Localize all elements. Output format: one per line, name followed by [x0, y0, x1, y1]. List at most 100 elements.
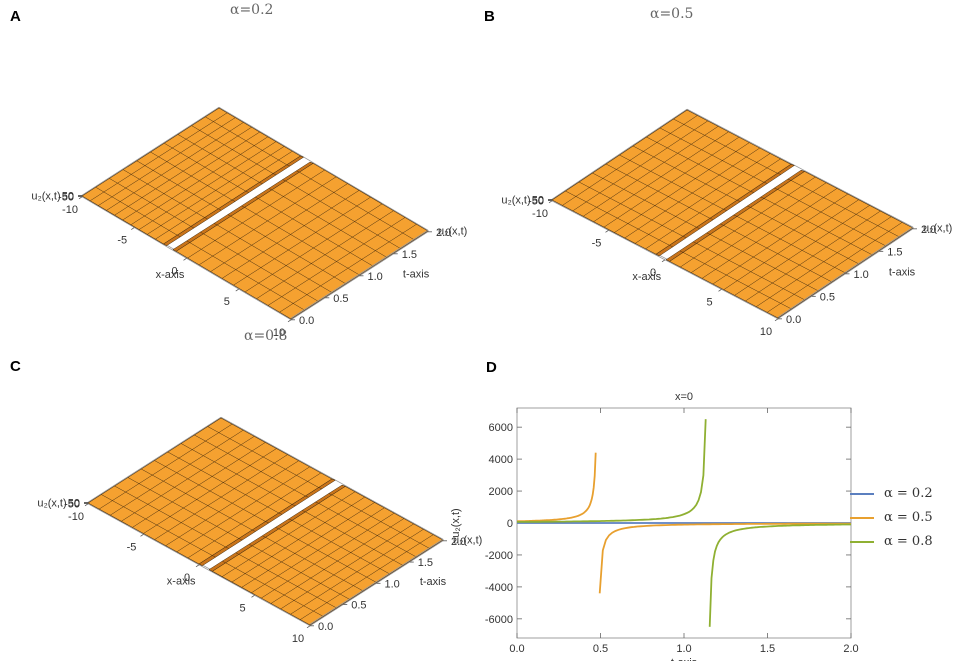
mesh-line	[305, 511, 404, 566]
z-tick-label: 50	[532, 194, 544, 206]
mesh-line	[172, 249, 177, 252]
mesh-line	[565, 190, 670, 246]
t-tick-label: 0.0	[786, 314, 801, 326]
mesh-line	[278, 512, 283, 515]
t-tick-label: 0.5	[333, 293, 348, 305]
mesh-line	[706, 232, 711, 235]
t-tick-label: 1.5	[402, 249, 417, 261]
mesh-line	[605, 163, 711, 219]
t-tick-label: 2.0	[436, 227, 451, 239]
mesh-line	[696, 227, 700, 230]
y-tick-label: 0	[507, 518, 513, 530]
x-tick-label: -5	[592, 237, 602, 249]
z-axis-label: u₂(x,t)	[501, 195, 530, 207]
mesh-line	[747, 205, 751, 208]
z-tick-label: -50	[528, 196, 544, 208]
mesh-line	[282, 179, 286, 182]
mesh-line	[328, 493, 333, 496]
x-tick-label: 5	[706, 296, 712, 308]
box-edge	[309, 538, 444, 625]
mesh-line	[238, 538, 243, 541]
t-tick-label: 0.5	[351, 600, 366, 612]
t-tick-label: 0.0	[318, 621, 333, 633]
panel-letter: B	[484, 8, 495, 25]
t-tick-label: 1.0	[368, 271, 383, 283]
mesh-line	[109, 178, 192, 227]
t-tick-label: 2.0	[921, 224, 936, 236]
z-tick-label: -50	[64, 499, 80, 511]
mesh-line	[331, 478, 336, 481]
tick-mark	[131, 227, 135, 230]
mesh-line	[150, 151, 233, 201]
mesh-line	[296, 170, 300, 173]
mesh-line	[217, 224, 333, 293]
mesh-line	[736, 200, 741, 202]
mesh-line	[309, 161, 314, 164]
mesh-line	[801, 169, 805, 172]
series-line	[517, 419, 707, 523]
t-tick-label: 1.5	[418, 557, 433, 569]
z-axis-label: u₂(x,t)	[31, 191, 60, 203]
box-edge	[81, 106, 220, 196]
mesh-line	[750, 191, 754, 193]
mesh-line	[203, 233, 319, 302]
tick-mark	[195, 564, 200, 568]
panel-title: α=0.8	[244, 328, 288, 344]
panel-c: C α=0.8 -10 -5 0 5 10 0.0 0.5 1.0 1.5 2.0 50 0 -50 x-…	[0, 320, 482, 661]
t-tick-label: 1.0	[385, 578, 400, 590]
mesh-line	[318, 487, 323, 490]
panel-letter: A	[10, 8, 21, 25]
mesh-line	[723, 225, 833, 283]
y-tick-label: -4000	[485, 582, 513, 594]
t-tick-label: 1.0	[854, 269, 869, 281]
x-tick-label: 0.0	[509, 643, 524, 655]
mesh-line	[592, 172, 697, 228]
panel-d: D x=0 0.0 0.5 1.0 1.5 2.0 6000 4000 2000 0 -2000 -4…	[440, 355, 957, 661]
y-axis-label: u₂(x,t)	[450, 508, 462, 537]
mesh-line	[225, 546, 230, 549]
series-line	[516, 452, 597, 523]
y-tick-label: 6000	[489, 422, 513, 434]
x-axis-label: x-axis	[632, 271, 661, 283]
legend-item: α = 0.8	[850, 532, 957, 554]
mesh-line	[114, 485, 226, 548]
box-edge	[87, 416, 222, 503]
tick-mark	[78, 196, 83, 200]
mesh-line	[189, 242, 305, 311]
x-tick-label: 2.0	[843, 643, 858, 655]
mesh-line	[275, 527, 279, 530]
x-tick-label: 10	[292, 633, 304, 645]
mesh-line	[259, 182, 263, 184]
mesh-line	[736, 216, 846, 274]
z-axis-label-right: u₂(x,t)	[438, 226, 467, 238]
legend: α = 0.2 α = 0.5 α = 0.8	[850, 484, 957, 554]
mesh-line	[709, 234, 819, 292]
mesh-line	[244, 207, 360, 276]
mesh-line	[632, 145, 738, 201]
box-edge	[220, 416, 444, 540]
mesh-line	[682, 236, 687, 239]
mesh-line	[273, 173, 277, 176]
tick-mark	[287, 319, 292, 323]
mesh-line	[265, 521, 269, 524]
mesh-line	[258, 198, 374, 267]
y-tick-label: 2000	[489, 486, 513, 498]
mesh-line	[95, 186, 178, 236]
mesh-line	[655, 254, 660, 257]
mesh-line	[205, 116, 287, 165]
line-chart: x=0 0.0 0.5 1.0 1.5 2.0 6000 4000 2000 0 -2000 -400…	[450, 391, 859, 661]
chart-title: x=0	[675, 391, 693, 403]
legend-label: α = 0.8	[884, 534, 933, 549]
x-tick-label: 10	[273, 327, 285, 339]
tick-mark	[605, 230, 609, 233]
x-tick-label: 1.0	[676, 643, 691, 655]
x-axis-label: t-axis	[671, 657, 698, 661]
mesh-line	[245, 190, 249, 193]
mesh-line	[127, 477, 240, 539]
box-edge	[218, 106, 429, 231]
legend-swatch	[850, 493, 874, 495]
mesh-line	[255, 196, 259, 199]
z-axis-label-right: u₂(x,t)	[453, 535, 482, 547]
